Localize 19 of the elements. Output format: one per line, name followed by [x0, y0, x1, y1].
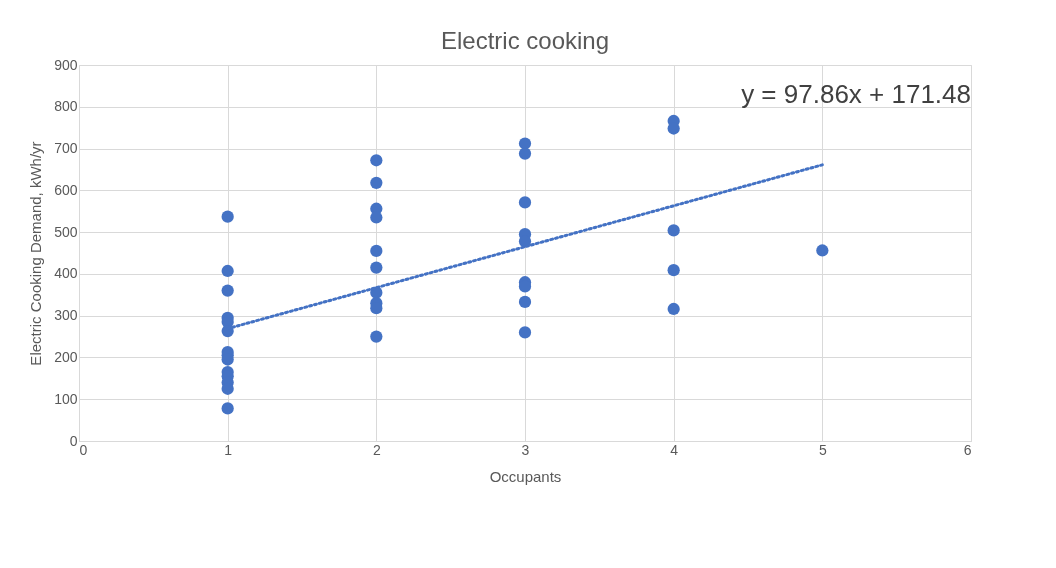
annotation: y = 97.86x + 171.48: [741, 79, 971, 109]
x-tick-label: 6: [963, 441, 972, 458]
y-tick-label: 100: [54, 390, 78, 407]
y-axis-title: Electric Cooking Demand, kWh/yr: [27, 141, 45, 366]
x-tick-label: 1: [224, 441, 233, 458]
x-tick-label: 5: [818, 441, 827, 458]
y-tick-label: 800: [54, 98, 78, 115]
x-tick-label: 4: [670, 441, 679, 458]
y-tick-label: 400: [54, 265, 78, 282]
y-tick-label: 600: [54, 181, 78, 198]
x-tick-label: 3: [521, 441, 530, 458]
y-tick-label: 200: [54, 348, 78, 365]
chart-title: Electric cooking: [440, 27, 610, 54]
y-tick-label: 500: [54, 223, 78, 240]
y-tick-label: 300: [54, 307, 78, 324]
y-tick-label: 700: [54, 140, 78, 157]
x-axis-title: Occupants: [489, 467, 562, 485]
x-tick-label: 2: [372, 441, 381, 458]
y-tick-label: 900: [54, 56, 78, 73]
